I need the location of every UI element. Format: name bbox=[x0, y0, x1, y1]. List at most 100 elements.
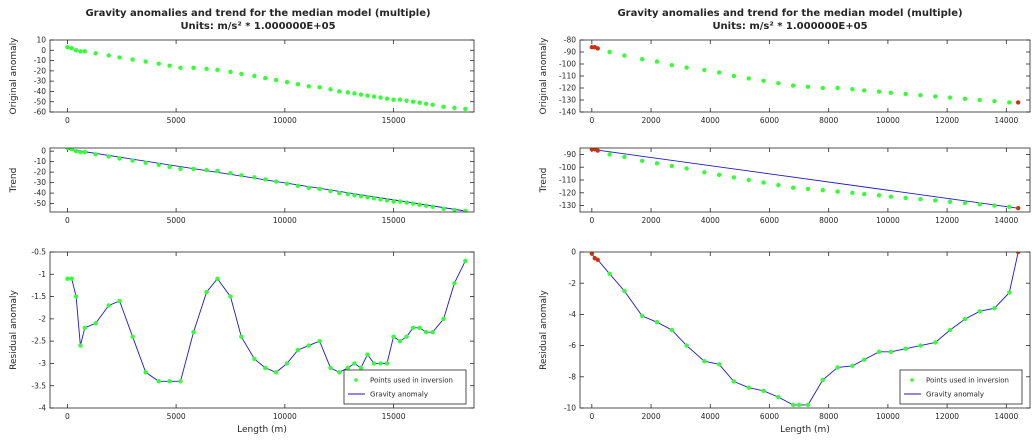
left-original-point-green bbox=[423, 101, 429, 106]
left-original-point-green bbox=[156, 61, 161, 66]
left-residual-point-green bbox=[378, 361, 383, 366]
left-original-point-green bbox=[452, 105, 457, 111]
right-trend-point-green bbox=[977, 202, 982, 207]
right-residual-point-green bbox=[669, 327, 674, 333]
left-residual-xlabel: Length (m) bbox=[237, 425, 287, 435]
left-trend-point-green bbox=[106, 154, 111, 159]
right-trend-point-green bbox=[933, 198, 938, 203]
left-residual-legend-points-label: Points used in inversion bbox=[370, 377, 453, 385]
left-original-point-green bbox=[336, 89, 342, 94]
left-original-point-green bbox=[239, 71, 244, 77]
right-title-line-1: Gravity anomalies and trend for the medi… bbox=[617, 8, 962, 19]
right-trend-point-green bbox=[746, 177, 751, 183]
left-original-ytick-label: -60 bbox=[34, 108, 46, 117]
right-trend-point-green bbox=[702, 170, 707, 175]
left-original-point-green bbox=[93, 51, 98, 56]
right-original-point-green bbox=[761, 78, 766, 84]
left-trend-point-green bbox=[397, 199, 403, 204]
right-residual-point-red bbox=[595, 257, 600, 262]
left-trend-point-green bbox=[191, 166, 196, 172]
right-residual-xtick-label: 0 bbox=[589, 412, 594, 421]
right-original-xtick-label: 0 bbox=[589, 116, 594, 125]
right-residual-ytick-label: -10 bbox=[564, 404, 576, 413]
left-residual-point-green bbox=[397, 338, 403, 344]
left-original-point-green bbox=[463, 106, 468, 112]
left-residual-point-green bbox=[228, 294, 233, 299]
left-trend-point-green bbox=[117, 156, 122, 161]
left-residual-point-green bbox=[306, 343, 311, 348]
right-trend-point-green bbox=[669, 163, 674, 169]
left-trend-ytick-label: -10 bbox=[34, 157, 46, 166]
right-residual-point-green bbox=[962, 316, 968, 322]
right-original-point-green bbox=[888, 90, 894, 96]
left-residual-xtick-label: 10000 bbox=[273, 412, 297, 421]
right-original-point-green bbox=[835, 85, 840, 91]
left-trend-point-green bbox=[328, 188, 333, 194]
left-original-point-green bbox=[371, 94, 377, 99]
right-residual-axes-box bbox=[579, 251, 1031, 409]
right-original-xtick-label: 12000 bbox=[935, 116, 959, 125]
left-trend-ytick-label: -30 bbox=[34, 178, 46, 187]
left-trend-point-green bbox=[295, 183, 301, 188]
left-original-point-green bbox=[391, 97, 396, 102]
left-trend-point-green bbox=[284, 181, 290, 186]
left-residual-point-green bbox=[78, 343, 83, 348]
right-title-line-2: Units: m/s² * 1.000000E+05 bbox=[712, 21, 867, 32]
left-residual-point-green bbox=[317, 338, 322, 344]
right-residual-point-green bbox=[903, 346, 908, 351]
right-original-point-green bbox=[776, 81, 781, 86]
right-trend-xtick-label: 6000 bbox=[760, 216, 779, 225]
right-residual-xlabel: Length (m) bbox=[780, 425, 830, 435]
left-trend-xtick-label: 5000 bbox=[167, 216, 186, 225]
left-trend-point-green bbox=[82, 149, 87, 155]
left-residual-point-green bbox=[73, 294, 79, 299]
left-trend-point-green bbox=[317, 186, 322, 192]
left-trend-point-green bbox=[378, 197, 383, 202]
left-trend-point-green bbox=[156, 162, 161, 167]
left-trend-point-green bbox=[228, 170, 233, 176]
left-residual-legend-box bbox=[343, 369, 467, 405]
left-original-point-green bbox=[384, 96, 390, 101]
left-residual-point-green bbox=[82, 325, 87, 330]
left-trend-ytick-label: -40 bbox=[34, 189, 46, 198]
right-trend-xtick-label: 4000 bbox=[701, 216, 720, 225]
left-original-ytick-label: -50 bbox=[34, 97, 46, 106]
right-residual-point-green bbox=[862, 357, 867, 362]
left-original-ytick-label: -30 bbox=[34, 77, 46, 86]
left-original-point-green bbox=[345, 90, 351, 95]
left-trend-point-green bbox=[69, 148, 74, 152]
left-original-point-green bbox=[352, 91, 357, 96]
right-trend-point-green bbox=[654, 161, 660, 166]
right-residual-point-green bbox=[622, 288, 627, 294]
left-residual-point-green bbox=[430, 330, 435, 335]
right-original-ylabel: Original anomaly bbox=[539, 37, 549, 115]
right-residual-point-green bbox=[790, 402, 796, 408]
left-trend-point-green bbox=[463, 208, 468, 212]
left-original-point-green bbox=[130, 57, 135, 62]
right-trend-point-green bbox=[684, 166, 689, 171]
right-residual-legend-line-label: Gravity anomaly bbox=[926, 391, 984, 399]
right-original-plot-area bbox=[580, 40, 1030, 112]
left-residual-ytick-label: -1.5 bbox=[31, 292, 46, 301]
right-residual-ytick-label: 0 bbox=[571, 248, 576, 257]
left-trend-xtick-label: 10000 bbox=[273, 216, 297, 225]
right-trend-point-green bbox=[862, 191, 867, 197]
left-original-data-layer bbox=[65, 45, 468, 112]
right-residual-point-green bbox=[639, 313, 645, 319]
left-original-point-green bbox=[306, 84, 311, 89]
right-residual-legend-box bbox=[899, 369, 1023, 405]
right-trend-ytick-label: -120 bbox=[559, 188, 576, 197]
left-residual-point-green bbox=[423, 330, 429, 335]
right-original-xtick-label: 10000 bbox=[876, 116, 900, 125]
right-residual-point-green bbox=[835, 365, 840, 370]
right-original-point-green bbox=[850, 87, 855, 92]
left-residual-point-green bbox=[106, 303, 111, 308]
left-title-line-1: Gravity anomalies and trend for the medi… bbox=[85, 8, 430, 19]
left-residual-point-green bbox=[441, 316, 446, 322]
right-original-xtick-label: 8000 bbox=[819, 116, 838, 125]
right-residual-point-red bbox=[589, 252, 595, 256]
left-original-ytick-label: 0 bbox=[41, 46, 46, 55]
left-trend-point-green bbox=[273, 179, 279, 184]
left-original-point-green bbox=[82, 49, 87, 54]
